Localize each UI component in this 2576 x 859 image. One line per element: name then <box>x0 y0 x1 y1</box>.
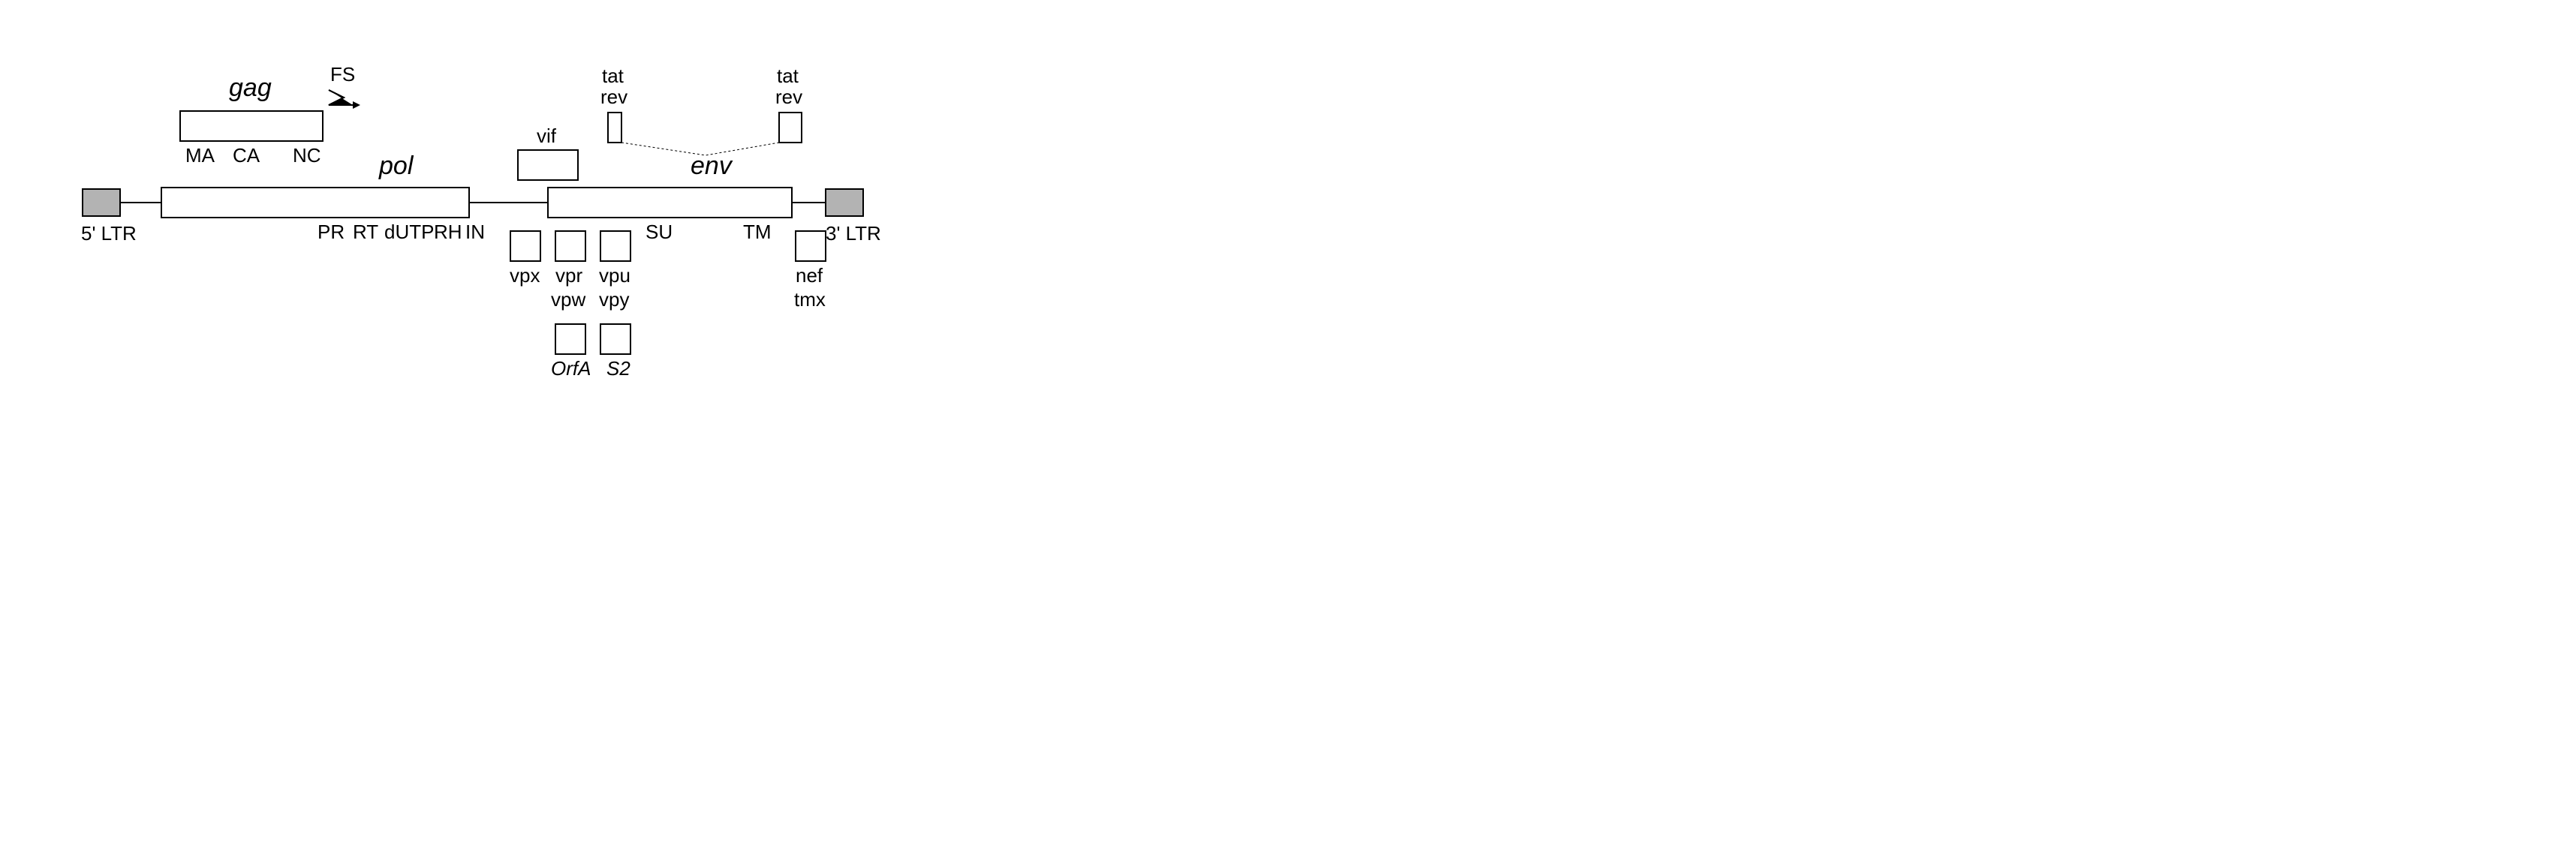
pol-sub-IN: IN <box>465 221 485 243</box>
acc1-vpu: vpu <box>599 264 630 287</box>
ltr-3-label: 3' LTR <box>826 222 881 245</box>
acc1-box-2 <box>600 231 630 261</box>
gag-title: gag <box>229 74 272 102</box>
tatrev1-rev: rev <box>600 86 627 108</box>
acc2-box-1 <box>600 324 630 354</box>
gag-sub-CA: CA <box>233 144 260 167</box>
gag-sub-MA: MA <box>185 144 215 167</box>
ltr-5 <box>83 189 120 216</box>
vif-box <box>518 150 578 180</box>
tatrev2-rev: rev <box>775 86 802 108</box>
tatrev2-tat: tat <box>777 65 799 87</box>
pol-sub-RT: RT <box>353 221 378 243</box>
acc1-vpy: vpy <box>599 288 629 311</box>
gag-sub-NC: NC <box>293 144 321 167</box>
pol-sub-dUTP: dUTP <box>384 221 434 243</box>
acc1-box-3 <box>796 231 826 261</box>
ltr-3 <box>826 189 863 216</box>
tatrev1-tat: tat <box>602 65 624 87</box>
acc2-S2: S2 <box>606 357 630 380</box>
acc1-box-0 <box>510 231 540 261</box>
ltr-5-label: 5' LTR <box>81 222 137 245</box>
gag-sub-FS: FS <box>330 63 355 86</box>
acc1-nef: nef <box>796 264 823 287</box>
acc1-vpw: vpw <box>551 288 585 311</box>
env-sub-SU: SU <box>646 221 673 243</box>
env-box <box>548 188 792 218</box>
tatrev2-box <box>779 113 802 143</box>
pol-box <box>161 188 469 218</box>
vif-label: vif <box>537 125 557 147</box>
acc1-vpr: vpr <box>555 264 582 287</box>
tatrev1-box <box>608 113 621 143</box>
env-title: env <box>691 152 733 180</box>
env-sub-TM: TM <box>743 221 772 243</box>
acc1-vpx: vpx <box>510 264 540 287</box>
pol-sub-RH: RH <box>434 221 462 243</box>
acc1-box-1 <box>555 231 585 261</box>
fs-arrow-head <box>353 101 360 109</box>
pol-title: pol <box>378 152 414 180</box>
gag-box <box>180 111 323 141</box>
acc2-OrfA: OrfA <box>551 357 591 380</box>
acc2-box-0 <box>555 324 585 354</box>
pol-sub-PR: PR <box>317 221 345 243</box>
lentivirus-genome-diagram: 5' LTR 3' LTR pol PR RT dUTPRHIN env SU TM gag MA C… <box>0 0 1288 429</box>
acc1-tmx: tmx <box>794 288 826 311</box>
